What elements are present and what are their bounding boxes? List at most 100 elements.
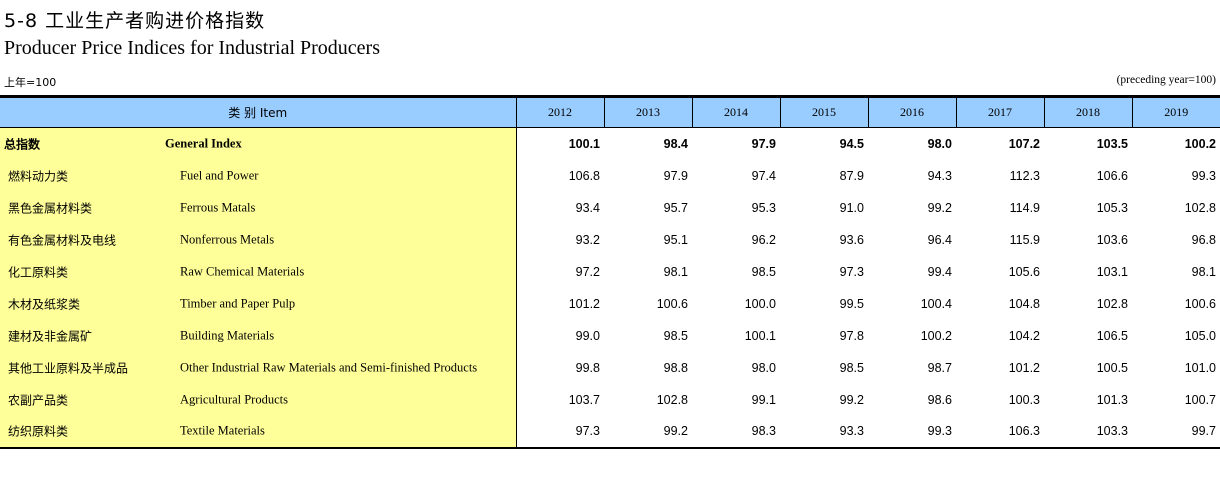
item-label-cn: 建材及非金属矿 [8,329,93,343]
item-label-en: Building Materials [180,328,275,342]
index-value-cell: 103.7 [516,383,604,416]
index-value-cell: 98.3 [692,415,780,449]
index-value-cell: 97.3 [516,415,604,449]
item-cell: 建材及非金属矿 Building Materials [0,319,517,352]
item-cell: 木材及纸浆类 Timber and Paper Pulp [0,287,517,320]
year-column-header: 2015 [779,95,868,128]
item-cell: 农副产品类 Agricultural Products [0,383,517,416]
index-value-cell: 101.2 [516,287,604,320]
index-value-cell: 99.2 [604,415,692,449]
index-value-cell: 105.6 [956,255,1044,288]
item-label-en: Ferrous Matals [180,200,256,214]
index-value-cell: 99.2 [780,383,868,416]
index-value-cell: 99.5 [780,287,868,320]
index-value-cell: 98.1 [1132,255,1220,288]
table-body: 总指数 General Index 100.1 98.4 97.9 94.5 98.0 107… [0,127,1220,449]
index-value-cell: 96.4 [868,223,956,256]
index-value-cell: 106.8 [516,159,604,192]
item-column-header: 类 别 Item [0,95,516,128]
year-column-header: 2014 [691,95,780,128]
index-value-cell: 103.6 [1044,223,1132,256]
index-value-cell: 93.4 [516,191,604,224]
table-row: 总指数 General Index 100.1 98.4 97.9 94.5 98.0 107… [0,127,1220,160]
item-label-cn: 有色金属材料及电线 [8,233,117,247]
index-value-cell: 93.2 [516,223,604,256]
index-value-cell: 100.5 [1044,351,1132,384]
index-value-cell: 103.1 [1044,255,1132,288]
index-value-cell: 94.5 [780,127,868,160]
index-value-cell: 98.8 [604,351,692,384]
index-value-cell: 106.6 [1044,159,1132,192]
item-label-en: Timber and Paper Pulp [180,296,296,310]
index-value-cell: 100.7 [1132,383,1220,416]
index-value-cell: 99.8 [516,351,604,384]
index-value-cell: 101.3 [1044,383,1132,416]
item-cell: 总指数 General Index [0,127,517,160]
item-label-en: Agricultural Products [180,392,288,406]
year-column-header: 2017 [955,95,1044,128]
item-cell: 黑色金属材料类 Ferrous Matals [0,191,517,224]
index-value-cell: 98.5 [604,319,692,352]
header-row: 类 别 Item 2012 2013 2014 2015 2016 2017 2018 201… [0,95,1220,128]
item-label-en: Textile Materials [180,423,265,438]
index-value-cell: 112.3 [956,159,1044,192]
item-label-en: Raw Chemical Materials [180,264,305,278]
item-cell: 纺织原料类 Textile Materials [0,415,517,449]
index-value-cell: 95.7 [604,191,692,224]
index-value-cell: 101.2 [956,351,1044,384]
index-value-cell: 100.0 [692,287,780,320]
index-value-cell: 99.2 [868,191,956,224]
index-value-cell: 98.5 [780,351,868,384]
index-value-cell: 100.3 [956,383,1044,416]
index-value-cell: 104.2 [956,319,1044,352]
index-value-cell: 95.3 [692,191,780,224]
index-value-cell: 97.4 [692,159,780,192]
index-value-cell: 98.6 [868,383,956,416]
index-value-cell: 97.2 [516,255,604,288]
index-value-cell: 106.5 [1044,319,1132,352]
index-value-cell: 105.0 [1132,319,1220,352]
index-value-cell: 99.1 [692,383,780,416]
index-value-cell: 100.2 [868,319,956,352]
index-value-cell: 102.8 [1044,287,1132,320]
index-value-cell: 101.0 [1132,351,1220,384]
table-title-cn: 5-8 工业生产者购进价格指数 [4,10,266,32]
index-value-cell: 114.9 [956,191,1044,224]
index-value-cell: 100.1 [516,127,604,160]
base-note-en: (preceding year=100) [1116,74,1216,86]
item-cell: 有色金属材料及电线 Nonferrous Metals [0,223,517,256]
index-value-cell: 100.6 [1132,287,1220,320]
year-column-header: 2013 [603,95,692,128]
index-value-cell: 98.4 [604,127,692,160]
index-value-cell: 105.3 [1044,191,1132,224]
base-note-cn: 上年=100 [4,76,57,89]
price-index-table: 类 别 Item 2012 2013 2014 2015 2016 2017 2018 201… [0,95,1220,449]
index-value-cell: 96.2 [692,223,780,256]
table-row: 建材及非金属矿 Building Materials 99.0 98.5 100.1 97… [0,319,1220,352]
item-cell: 化工原料类 Raw Chemical Materials [0,255,517,288]
item-label-cn: 化工原料类 [8,265,69,279]
index-value-cell: 99.0 [516,319,604,352]
year-column-header: 2012 [515,95,604,128]
table-row: 化工原料类 Raw Chemical Materials 97.2 98.1 98.5 9… [0,255,1220,288]
table-row: 纺织原料类 Textile Materials 97.3 99.2 98.3 93.3 99… [0,415,1220,449]
index-value-cell: 104.8 [956,287,1044,320]
index-value-cell: 99.4 [868,255,956,288]
index-value-cell: 93.3 [780,415,868,449]
index-value-cell: 91.0 [780,191,868,224]
index-value-cell: 103.3 [1044,415,1132,449]
index-value-cell: 106.3 [956,415,1044,449]
index-value-cell: 97.3 [780,255,868,288]
item-label-en: Fuel and Power [180,168,259,182]
table-row: 有色金属材料及电线 Nonferrous Metals 93.2 95.1 96.2 93… [0,223,1220,256]
index-value-cell: 100.2 [1132,127,1220,160]
index-value-cell: 99.3 [868,415,956,449]
index-value-cell: 107.2 [956,127,1044,160]
index-value-cell: 102.8 [1132,191,1220,224]
index-value-cell: 103.5 [1044,127,1132,160]
index-value-cell: 98.5 [692,255,780,288]
index-value-cell: 99.7 [1132,415,1220,449]
table-row: 燃料动力类 Fuel and Power 106.8 97.9 97.4 87.9 94.3… [0,159,1220,192]
index-value-cell: 115.9 [956,223,1044,256]
index-value-cell: 93.6 [780,223,868,256]
